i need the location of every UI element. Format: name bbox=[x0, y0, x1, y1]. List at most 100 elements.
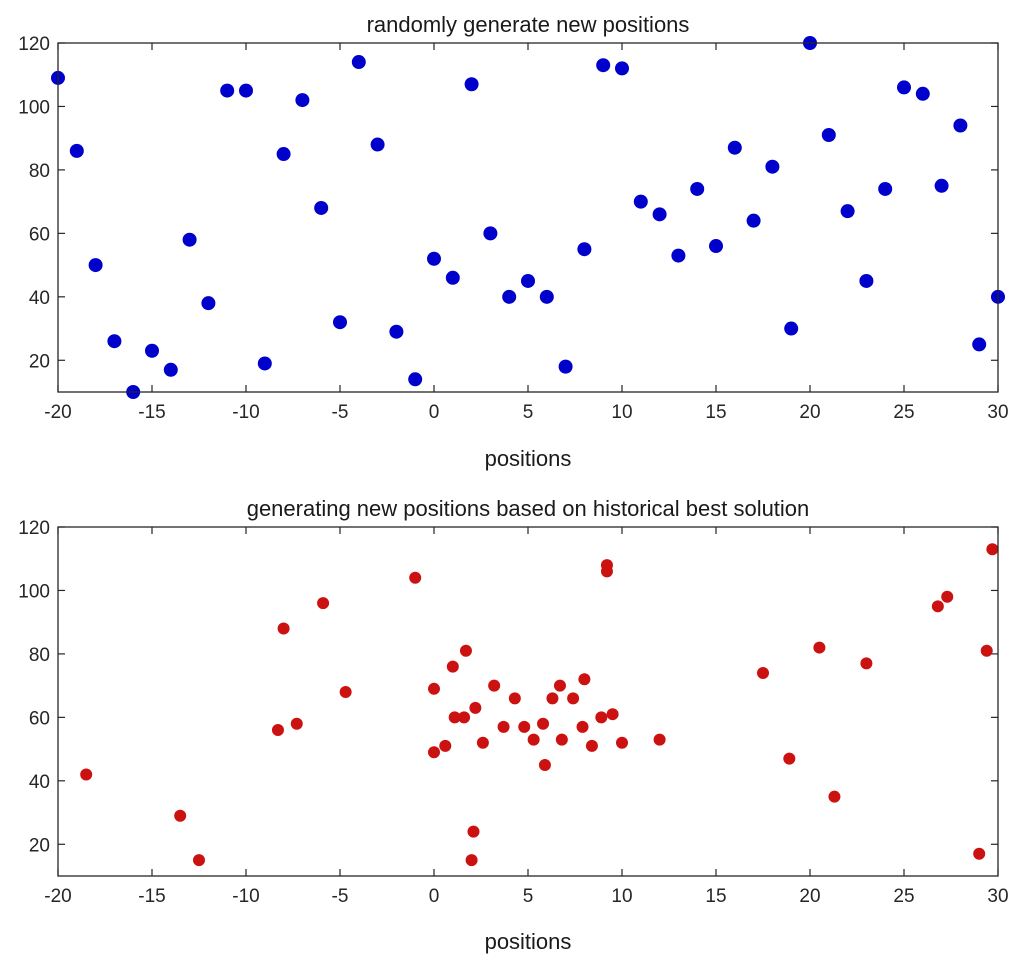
data-point bbox=[445, 270, 460, 285]
data-point bbox=[653, 733, 666, 746]
data-point bbox=[859, 273, 874, 288]
data-point bbox=[585, 739, 598, 752]
data-point bbox=[746, 213, 761, 228]
x-tick-label: 10 bbox=[611, 402, 632, 423]
x-tick-label: 0 bbox=[429, 886, 440, 907]
x-tick-label: -10 bbox=[232, 886, 259, 907]
y-tick-label: 100 bbox=[18, 97, 50, 118]
data-point bbox=[765, 159, 780, 174]
chart-title: generating new positions based on histor… bbox=[247, 496, 810, 521]
data-point bbox=[595, 711, 608, 724]
y-tick-label: 40 bbox=[29, 288, 50, 309]
data-point bbox=[69, 143, 84, 158]
y-tick-label: 40 bbox=[29, 772, 50, 793]
x-tick-label: -15 bbox=[138, 886, 165, 907]
data-point bbox=[271, 724, 284, 737]
data-point bbox=[878, 181, 893, 196]
plot-area bbox=[57, 42, 999, 393]
ticks: -20 -15 -10 -5 0 5 10 15 20 25 30 20 40 60 80 100 120 bbox=[18, 34, 1008, 423]
data-point bbox=[502, 289, 517, 304]
data-point bbox=[408, 372, 423, 387]
y-tick-label: 120 bbox=[18, 34, 50, 55]
data-point bbox=[527, 733, 540, 746]
data-point bbox=[239, 83, 253, 98]
y-tick-label: 60 bbox=[29, 224, 50, 245]
data-point bbox=[578, 673, 591, 686]
data-point bbox=[476, 736, 489, 749]
data-point bbox=[465, 854, 478, 867]
data-point bbox=[459, 644, 472, 657]
data-point bbox=[860, 657, 873, 670]
x-tick-label: 10 bbox=[611, 886, 632, 907]
data-point bbox=[276, 147, 291, 162]
data-point bbox=[727, 140, 742, 155]
chart-historical-best-positions: generating new positions based on histor… bbox=[18, 496, 1008, 954]
data-point bbox=[458, 711, 471, 724]
data-point bbox=[145, 343, 159, 358]
data-point bbox=[163, 362, 178, 377]
data-point bbox=[427, 251, 441, 266]
x-tick-label: -5 bbox=[332, 402, 349, 423]
ticks: -20 -15 -10 -5 0 5 10 15 20 25 30 20 40 60 80 100 120 bbox=[18, 518, 1008, 907]
x-tick-label: 20 bbox=[799, 402, 820, 423]
data-point bbox=[821, 128, 836, 143]
data-point bbox=[182, 232, 197, 247]
y-tick-label: 100 bbox=[18, 581, 50, 602]
data-point bbox=[633, 194, 648, 209]
x-tick-label: -10 bbox=[232, 402, 259, 423]
data-point bbox=[934, 178, 949, 193]
data-point bbox=[576, 720, 589, 733]
data-point bbox=[317, 597, 330, 610]
data-point bbox=[953, 118, 968, 133]
data-point bbox=[577, 242, 592, 257]
data-point bbox=[107, 334, 122, 349]
data-point bbox=[783, 752, 796, 765]
x-tick-label: 20 bbox=[799, 886, 820, 907]
y-tick-label: 80 bbox=[29, 645, 50, 666]
data-point bbox=[488, 679, 501, 692]
x-axis-label: positions bbox=[485, 446, 572, 471]
x-tick-label: 5 bbox=[523, 886, 534, 907]
y-tick-label: 20 bbox=[29, 835, 50, 856]
data-point bbox=[980, 644, 993, 657]
data-point bbox=[616, 736, 628, 749]
data-point bbox=[333, 315, 347, 330]
data-point bbox=[389, 324, 404, 339]
data-point bbox=[290, 717, 303, 730]
data-point bbox=[538, 758, 551, 771]
data-point bbox=[439, 739, 452, 752]
data-point bbox=[606, 708, 619, 721]
data-point bbox=[277, 622, 290, 635]
x-tick-label: -5 bbox=[332, 886, 349, 907]
data-point bbox=[314, 200, 329, 215]
data-point bbox=[201, 296, 216, 311]
y-tick-label: 80 bbox=[29, 161, 50, 182]
data-point bbox=[757, 666, 769, 679]
x-tick-label: -20 bbox=[44, 402, 71, 423]
data-points bbox=[51, 36, 1005, 399]
data-point bbox=[193, 854, 205, 867]
data-point bbox=[652, 207, 667, 222]
x-tick-label: 25 bbox=[893, 886, 914, 907]
x-tick-label: 15 bbox=[705, 402, 726, 423]
data-point bbox=[828, 790, 841, 803]
data-point bbox=[220, 83, 235, 98]
data-point bbox=[174, 809, 187, 822]
data-point bbox=[897, 80, 911, 95]
data-point bbox=[351, 55, 366, 70]
data-point bbox=[931, 600, 944, 613]
x-tick-label: 25 bbox=[893, 402, 914, 423]
data-point bbox=[973, 847, 986, 860]
data-point bbox=[428, 746, 440, 759]
data-point bbox=[483, 226, 498, 241]
data-point bbox=[671, 248, 686, 263]
x-tick-label: 30 bbox=[987, 402, 1008, 423]
data-point bbox=[813, 641, 826, 654]
x-tick-label: 30 bbox=[987, 886, 1008, 907]
data-point bbox=[709, 239, 723, 254]
data-point bbox=[915, 86, 930, 101]
data-point bbox=[600, 565, 613, 578]
data-point bbox=[257, 356, 272, 371]
x-tick-label: 0 bbox=[429, 402, 440, 423]
data-point bbox=[497, 720, 510, 733]
